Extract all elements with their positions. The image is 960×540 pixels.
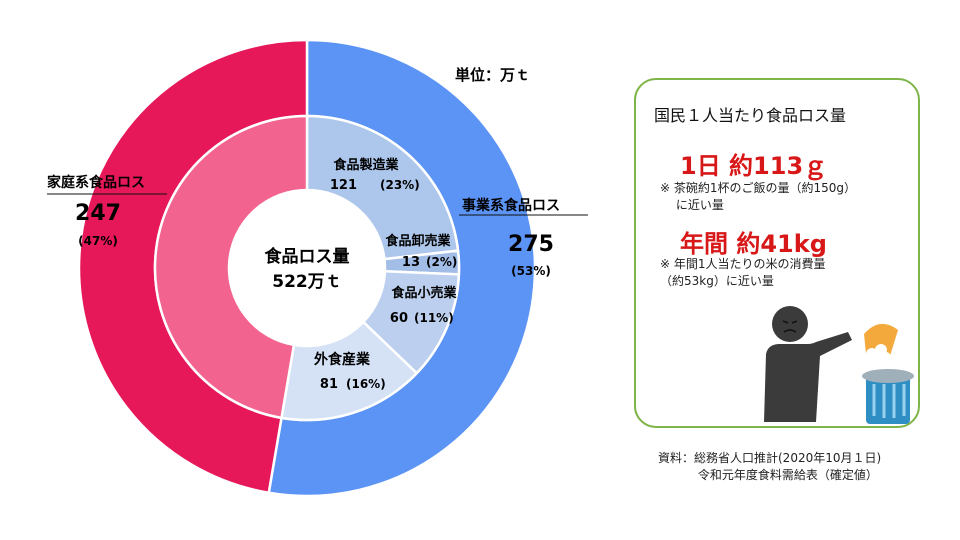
center-label-total: 522万ｔ	[272, 272, 342, 292]
daily-amount: 1日 約113ｇ	[680, 152, 828, 180]
wholesale-label-value: 13	[402, 255, 420, 270]
daily-note: ※ 茶碗約1杯のご飯の量（約150g） に近い量	[660, 181, 857, 212]
manufacturing-label-name: 食品製造業	[333, 157, 399, 173]
business-label-value: 275	[508, 232, 554, 257]
wholesale-label-name: 食品卸売業	[385, 233, 451, 249]
yearly-amount: 年間 約41kg	[680, 230, 827, 258]
retail-label-name: 食品小売業	[391, 285, 457, 301]
household-label-value: 247	[75, 201, 121, 226]
source-note: 資料：総務省人口推計(2020年10月１日) 令和元年度食料需給表（確定値）	[658, 451, 882, 482]
household-label-name: 家庭系食品ロス	[47, 174, 145, 191]
retail-label-value: 60	[390, 311, 408, 326]
manufacturing-label-value: 121	[330, 178, 357, 193]
food-service-label-percent: (16%)	[346, 377, 386, 391]
yearly-note: ※ 年間1人当たりの米の消費量 （約53kg）に近い量	[660, 257, 826, 288]
food-service-label-value: 81	[320, 377, 338, 392]
household-label-percent: (47%)	[78, 234, 118, 248]
panel-title: 国民１人当たり食品ロス量	[654, 106, 847, 125]
business-label-name: 事業系食品ロス	[462, 197, 560, 214]
center-label-title: 食品ロス量	[265, 246, 350, 267]
business-label-percent: (53%)	[511, 264, 551, 278]
food-service-label-name: 外食産業	[314, 351, 371, 368]
person-discarding-food-icon	[764, 306, 914, 424]
unit-label: 単位：万ｔ	[455, 66, 530, 84]
retail-label-percent: (11%)	[414, 311, 454, 325]
donut-hole	[229, 190, 385, 346]
manufacturing-label-percent: (23%)	[380, 178, 420, 192]
wholesale-label-percent: (2%)	[426, 255, 457, 269]
per-capita-panel: 国民１人当たり食品ロス量 1日 約113ｇ ※ 茶碗約1杯のご飯の量（約150g…	[634, 78, 920, 428]
